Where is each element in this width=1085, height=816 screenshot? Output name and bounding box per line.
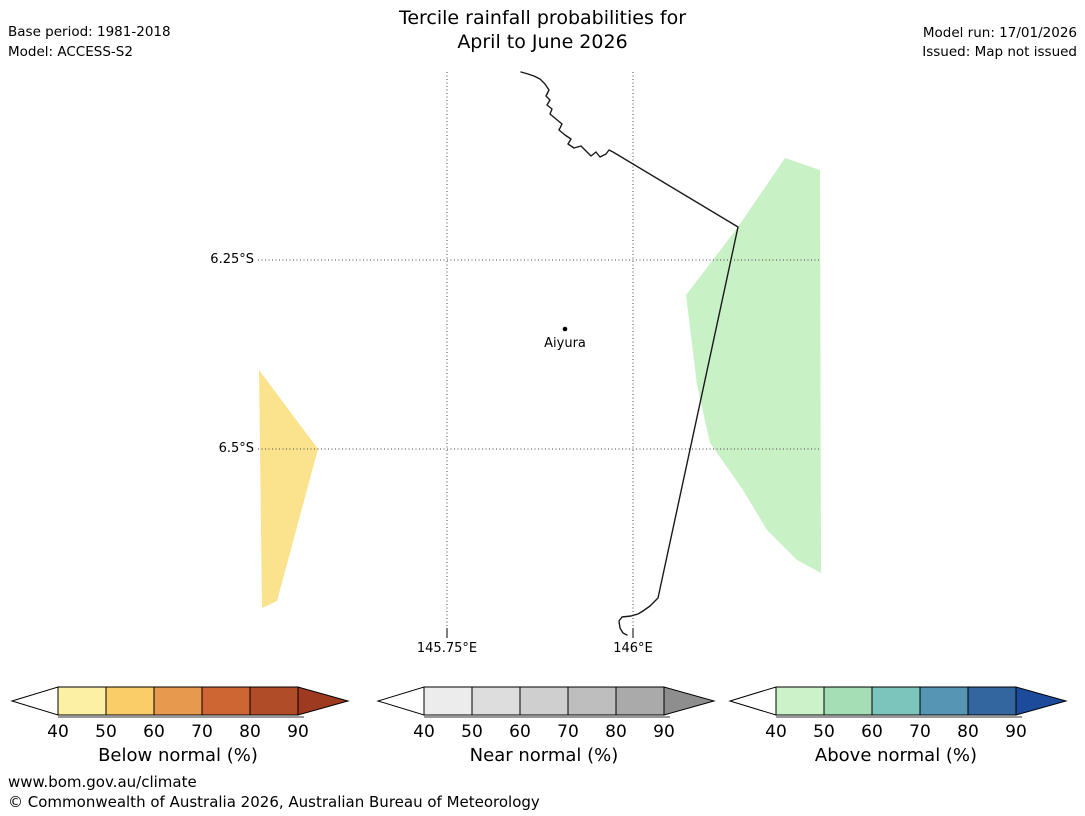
legend-segment — [249, 686, 299, 716]
legend-tick: 70 — [909, 722, 931, 742]
title-line-2: April to June 2026 — [457, 31, 628, 53]
legend-right-arrow-icon — [663, 686, 716, 716]
legend-segment — [615, 686, 665, 716]
graticule — [258, 72, 821, 628]
lat-label-6-5s: 6.5°S — [218, 441, 254, 456]
website-url-text: www.bom.gov.au/climate — [8, 773, 197, 791]
legend-segment — [201, 686, 251, 716]
legend-segment — [519, 686, 569, 716]
legend-tick: 60 — [509, 722, 531, 742]
below-normal-region — [259, 370, 318, 608]
legend-segment — [57, 686, 107, 716]
legend-tick: 80 — [239, 722, 261, 742]
footer-block: www.bom.gov.au/climate © Commonwealth of… — [8, 772, 540, 812]
legend-left-arrow-icon — [728, 686, 777, 716]
legend-segment — [919, 686, 969, 716]
legend-right-arrow-icon — [1015, 686, 1068, 716]
above-normal-region — [686, 158, 821, 573]
legend-tick: 60 — [861, 722, 883, 742]
legend-segment — [153, 686, 203, 716]
legend-segment — [105, 686, 155, 716]
legend-tick: 40 — [47, 722, 69, 742]
base-period-text: Base period: 1981-2018 — [8, 24, 171, 40]
title-line-1: Tercile rainfall probabilities for — [398, 7, 687, 29]
legend-tick: 50 — [813, 722, 835, 742]
legend-segment — [775, 686, 825, 716]
station-label: Aiyura — [544, 336, 586, 351]
legend-tick: 70 — [557, 722, 579, 742]
legend-tick: 90 — [1005, 722, 1027, 742]
page-title: Tercile rainfall probabilities for April… — [0, 6, 1085, 54]
legend-tick: 70 — [191, 722, 213, 742]
legend-tick: 80 — [957, 722, 979, 742]
legend-left-arrow-icon — [10, 686, 59, 716]
below-normal-legend-title: Below normal (%) — [98, 745, 258, 766]
legend-segment — [567, 686, 617, 716]
axis-ticks — [446, 628, 634, 638]
legend-segment — [967, 686, 1017, 716]
legend-tick: 40 — [765, 722, 787, 742]
legend-tick: 50 — [95, 722, 117, 742]
near-normal-legend-ticks: 40 50 60 70 80 90 — [406, 722, 682, 742]
model-run-text: Model run: 17/01/2026 — [922, 25, 1077, 41]
legend-segment — [823, 686, 873, 716]
legend-left-arrow-icon — [376, 686, 425, 716]
near-normal-legend-title: Near normal (%) — [469, 745, 619, 766]
lat-label-6-25s: 6.25°S — [210, 252, 254, 267]
legend-segment — [471, 686, 521, 716]
below-normal-legend-bar — [10, 686, 350, 718]
legend-tick: 40 — [413, 722, 435, 742]
legend-tick: 50 — [461, 722, 483, 742]
legend-tick: 90 — [287, 722, 309, 742]
near-normal-legend-bar — [376, 686, 716, 718]
legend-segment — [871, 686, 921, 716]
lon-label-145-75e: 145.75°E — [416, 641, 478, 656]
model-text: Model: ACCESS-S2 — [8, 44, 133, 60]
below-normal-legend-ticks: 40 50 60 70 80 90 — [40, 722, 316, 742]
above-normal-legend-ticks: 40 50 60 70 80 90 — [758, 722, 1034, 742]
lon-label-146e: 146°E — [613, 641, 653, 656]
above-normal-legend-title: Above normal (%) — [814, 745, 978, 766]
copyright-text: © Commonwealth of Australia 2026, Austra… — [8, 793, 540, 811]
legend-tick: 60 — [143, 722, 165, 742]
legend-right-arrow-icon — [297, 686, 350, 716]
header-left-block: Base period: 1981-2018 Model: ACCESS-S2 — [8, 22, 171, 62]
coastline — [520, 71, 739, 636]
legend-tick: 90 — [653, 722, 675, 742]
map-canvas — [258, 71, 821, 638]
station-marker-dot — [562, 326, 568, 332]
above-normal-legend-bar — [728, 686, 1068, 718]
legend-tick: 80 — [605, 722, 627, 742]
header-right-block: Model run: 17/01/2026 Issued: Map not is… — [922, 24, 1077, 62]
issued-text: Issued: Map not issued — [922, 44, 1077, 60]
legend-segment — [423, 686, 473, 716]
